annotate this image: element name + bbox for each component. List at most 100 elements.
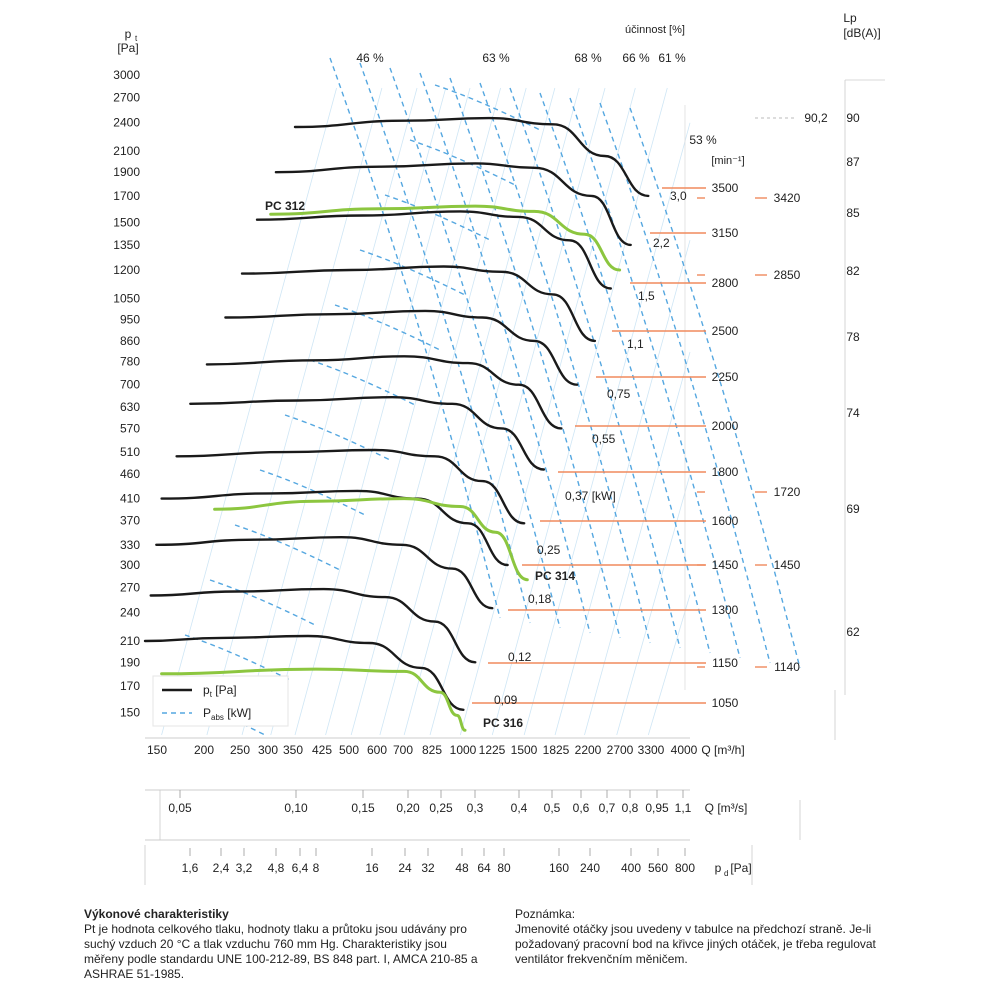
pd-tick: 24 [398, 861, 412, 875]
pressure-curve [155, 535, 494, 610]
lp-value: 90,2 [804, 111, 828, 125]
y-tick-label: 1900 [113, 165, 140, 179]
y-tick-label: 1200 [113, 263, 140, 277]
lp-tick-label: 85 [846, 206, 860, 220]
efficiency-curve [234, 524, 341, 571]
y-tick-label: 370 [120, 513, 140, 527]
y-tick-label: 780 [120, 355, 140, 369]
model-curve [269, 204, 622, 272]
efficiency-curve [434, 84, 541, 131]
power-label: 0,37 [kW] [565, 489, 616, 503]
flow-h-tick: 700 [393, 743, 413, 757]
y-tick-label: 1500 [113, 216, 140, 230]
power-label: 0,25 [537, 543, 561, 557]
y-tick-label: 150 [120, 706, 140, 720]
grid-line [429, 87, 606, 736]
pressure-curve [240, 265, 597, 343]
power-curve [359, 62, 531, 624]
flow-h-tick: 250 [230, 743, 250, 757]
speed-label: 2800 [712, 276, 739, 290]
y-tick-label: 700 [120, 378, 140, 392]
lp-header: Lp [843, 11, 857, 25]
speed-label: 1450 [712, 558, 739, 572]
notes-text: Pt je hodnota celkového tlaku, hodnoty t… [84, 922, 478, 981]
y-axis-label: p [125, 27, 132, 41]
remark-text: Jmenovité otáčky jsou uvedeny v tabulce … [515, 922, 876, 966]
grid-line [325, 87, 501, 736]
pressure-curve [160, 489, 509, 567]
y-tick-label: 270 [120, 580, 140, 594]
pd-tick: 3,2 [236, 861, 253, 875]
power-label: 3,0 [670, 189, 687, 203]
y-axis-unit: [Pa] [117, 41, 138, 55]
power-label: 0,09 [494, 693, 518, 707]
efficiency-label: 63 % [482, 51, 510, 65]
flow-h-tick: 4000 [671, 743, 698, 757]
efficiency-curve [259, 469, 366, 516]
performance-notes: Výkonové charakteristiky Pt je hodnota c… [84, 907, 484, 982]
efficiency-label: 66 % [622, 51, 650, 65]
efficiency-label: 61 % [658, 51, 686, 65]
efficiency-label: 46 % [356, 51, 384, 65]
flow-s-tick: 0,8 [622, 801, 639, 815]
flow-h-tick: 300 [258, 743, 278, 757]
power-label: 1,1 [627, 337, 644, 351]
flow-h-tick: 1500 [511, 743, 538, 757]
pressure-curve [224, 309, 579, 386]
lp-tick-label: 69 [846, 502, 860, 516]
flow-s-tick: 0,15 [351, 801, 375, 815]
y-tick-label: 630 [120, 400, 140, 414]
chart-labels: 3500 3150 2800 2500 2250 2000 1800 1600 1450 1300… [113, 11, 880, 878]
pd-tick: 6,4 [292, 861, 309, 875]
pressure-curve [175, 448, 526, 525]
y-tick-label: 330 [120, 538, 140, 552]
power-curve [329, 57, 501, 619]
y-tick-label: 950 [120, 313, 140, 327]
flow-h-unit: Q [m³/h] [701, 743, 744, 757]
pressure-curve [255, 210, 612, 290]
pd-tick: 560 [648, 861, 668, 875]
efficiency-curve [209, 579, 316, 626]
grid-line [554, 240, 691, 736]
grid-line [459, 87, 636, 736]
pressure-curves [143, 116, 650, 732]
axis-frames [144, 79, 885, 885]
flow-h-tick: 200 [194, 743, 214, 757]
pd-tick: 48 [455, 861, 469, 875]
y-tick-label: 240 [120, 606, 140, 620]
efficiency-label: 68 % [574, 51, 602, 65]
flow-h-tick: 2700 [607, 743, 634, 757]
pd-tick: 32 [421, 861, 435, 875]
pd-tick: 16 [365, 861, 379, 875]
grid-line [647, 594, 691, 736]
pd-tick: 400 [621, 861, 641, 875]
flow-h-tick: 1225 [479, 743, 506, 757]
grid-line [403, 87, 580, 736]
flow-s-unit: Q [m³/s] [705, 801, 748, 815]
legend-label: Pabs [kW] [203, 706, 251, 722]
pd-tick: 64 [477, 861, 491, 875]
speed-label: 2250 [712, 370, 739, 384]
y-axis-label-sub: t [135, 34, 138, 43]
flow-h-tick: 2200 [575, 743, 602, 757]
y-tick-label: 2400 [113, 115, 140, 129]
lp-tick-label: 90 [846, 111, 860, 125]
grid-line [294, 87, 471, 736]
pressure-curve [205, 355, 563, 430]
flow-s-tick: 0,4 [511, 801, 528, 815]
power-curve [449, 77, 621, 639]
grid-line [584, 351, 691, 736]
y-tick-label: 460 [120, 467, 140, 481]
efficiency-curve [384, 194, 491, 241]
speed-label: 3150 [712, 226, 739, 240]
pd-tick: 8 [313, 861, 320, 875]
lp-tick-label: 87 [846, 155, 860, 169]
efficiency-curve [409, 139, 516, 186]
model-label: PC 314 [535, 569, 575, 583]
power-curve [509, 87, 681, 649]
grid-line [523, 122, 691, 736]
y-tick-label: 860 [120, 334, 140, 348]
speed-label: 1800 [712, 465, 739, 479]
efficiency-curve [309, 359, 416, 406]
grid-line [206, 87, 383, 736]
